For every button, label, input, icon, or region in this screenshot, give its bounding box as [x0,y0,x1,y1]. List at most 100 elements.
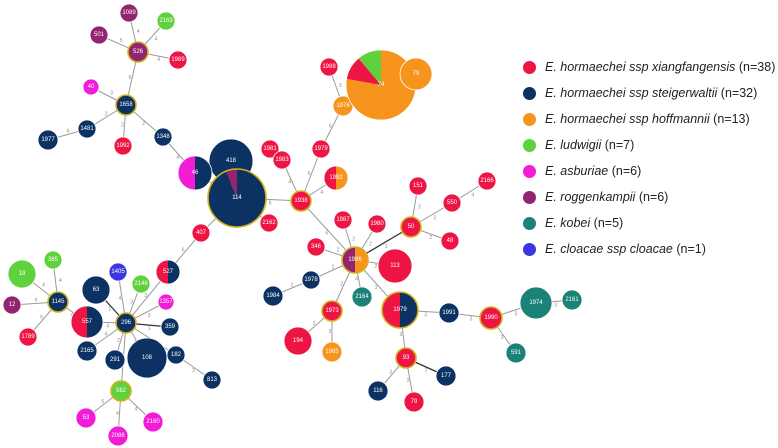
edge-distance-label: 3 [554,303,557,309]
node-151: 151 [408,176,428,196]
node-79: 79 [399,57,433,91]
node-label: 1991 [442,310,456,316]
node-label: 194 [293,338,304,344]
node-1979: 1979 [381,291,419,329]
node-slice-steigerwaltii [87,306,103,338]
node-fill-asburiae [108,426,128,446]
node-outline [110,380,132,402]
node-fill-hoffmannii [333,96,353,116]
node-296: 296 [115,312,137,334]
node-label: 1658 [119,102,133,108]
node-outline [311,139,331,159]
node-outline [262,285,284,307]
node-fill-xiangfangensis [284,327,312,355]
node-fill-xiangfangensis [480,307,502,329]
node-1658: 1658 [115,94,137,116]
edge-distance-label: 4 [59,278,62,284]
node-fill-ludwigii [132,275,150,293]
edge-distance-label: 4 [135,407,138,413]
edge-distance-label: 2 [340,282,343,288]
legend-swatch [523,138,536,152]
edge-distance-label: 2 [375,285,378,291]
node-outline [321,300,343,322]
node-fill-xiangfangensis [273,151,291,169]
node-50: 50 [400,216,422,238]
node-fill-steigerwaltii [439,303,459,323]
node-fill-steigerwaltii [167,346,185,364]
node-label: 1789 [21,334,35,340]
node-label: 550 [447,200,458,206]
node-label: 50 [408,224,415,230]
edge-distance-label: 1 [425,368,428,374]
node-outline [442,193,462,213]
node-19: 19 [7,259,37,289]
node-fill-xiangfangensis [404,392,424,412]
node-outline [142,411,164,433]
node-label: 1976 [336,103,350,109]
node-46: 46 [177,155,213,191]
node-outline [290,190,312,212]
node-outline [157,293,175,311]
node-label: 1978 [304,277,318,283]
node-label: 1982 [329,175,343,181]
node-label: 526 [133,49,144,55]
node-outline [76,340,98,362]
node-outline [400,216,422,238]
node-63: 63 [81,275,111,305]
node-108: 108 [126,337,168,379]
legend-count: (n=13) [713,112,750,126]
edge-distance-label: 4 [155,36,158,42]
node-label: 2162 [262,220,276,226]
edge-distance-label: 6 [35,298,38,304]
node-slice-asburiae [178,156,195,190]
node-outline [301,270,321,290]
node-fill-hoffmannii [400,58,432,90]
node-fill-roggenkampii [128,42,148,62]
node-outline [440,231,460,251]
node-fill-steigerwaltii [38,130,58,150]
node-outline [131,274,151,294]
node-outline [561,289,583,311]
node-label: 1405 [111,269,125,275]
node-label: 1992 [116,143,130,149]
node-fill-kobei [520,287,552,319]
edge-distance-label: 6 [129,75,132,81]
node-53: 53 [75,407,97,429]
node-slice-xiangfangensis [71,306,87,338]
node-slice-hoffmannii [336,166,348,190]
node-fill-steigerwaltii [116,313,136,333]
node-114: 114 [207,168,267,228]
legend-species: E. hormaechei ssp xiangfangensis [545,60,736,74]
node-outline [202,370,222,390]
legend-count: (n=38) [738,60,776,74]
edge-distance-label: 2 [105,112,108,118]
edge-distance-label: 3 [433,216,436,222]
legend-swatch [523,190,536,204]
node-1089: 1089 [119,3,139,23]
node-fill-asburiae [158,294,174,310]
node-2164: 2164 [351,286,373,308]
node-outline [367,380,389,402]
node-outline [47,291,69,313]
node-557: 557 [70,305,104,339]
node-label: 40 [88,84,95,90]
node-outline [399,57,433,91]
node-slice-xiangfangensis [382,292,400,328]
edge-distance-label: 6 [308,171,311,177]
node-177: 177 [435,365,457,387]
edge-distance-label: 5 [120,38,123,44]
node-slice-roggenkampii [225,169,237,198]
node-label: 1979 [314,146,328,152]
node-slice-hoffmannii [355,247,368,273]
legend-swatch [523,216,536,230]
edge-distance-label: 4 [42,283,45,289]
node-outline [377,248,413,284]
node-label: 1089 [122,10,136,16]
node-501: 501 [89,25,109,45]
node-outline [104,349,126,371]
node-outline [306,237,326,257]
legend-species: E. cloacae ssp cloacae [545,242,673,256]
node-359: 359 [160,317,180,337]
node-fill-steigerwaltii [116,95,136,115]
node-outline [81,275,111,305]
